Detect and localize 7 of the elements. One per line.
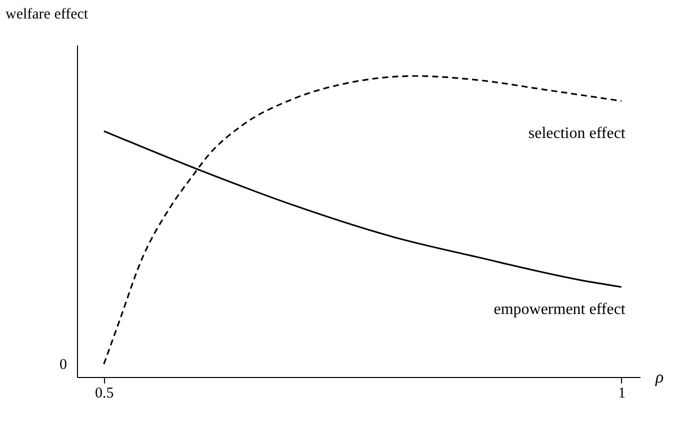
- x-axis-title: ρ: [654, 368, 664, 386]
- y-axis-title: welfare effect: [6, 6, 89, 22]
- x-tick-label: 0.5: [95, 386, 114, 402]
- series-label: empowerment effect: [494, 301, 626, 318]
- series-label: selection effect: [528, 124, 626, 142]
- x-tick-label: 1: [618, 386, 626, 402]
- text: 0: [60, 357, 67, 373]
